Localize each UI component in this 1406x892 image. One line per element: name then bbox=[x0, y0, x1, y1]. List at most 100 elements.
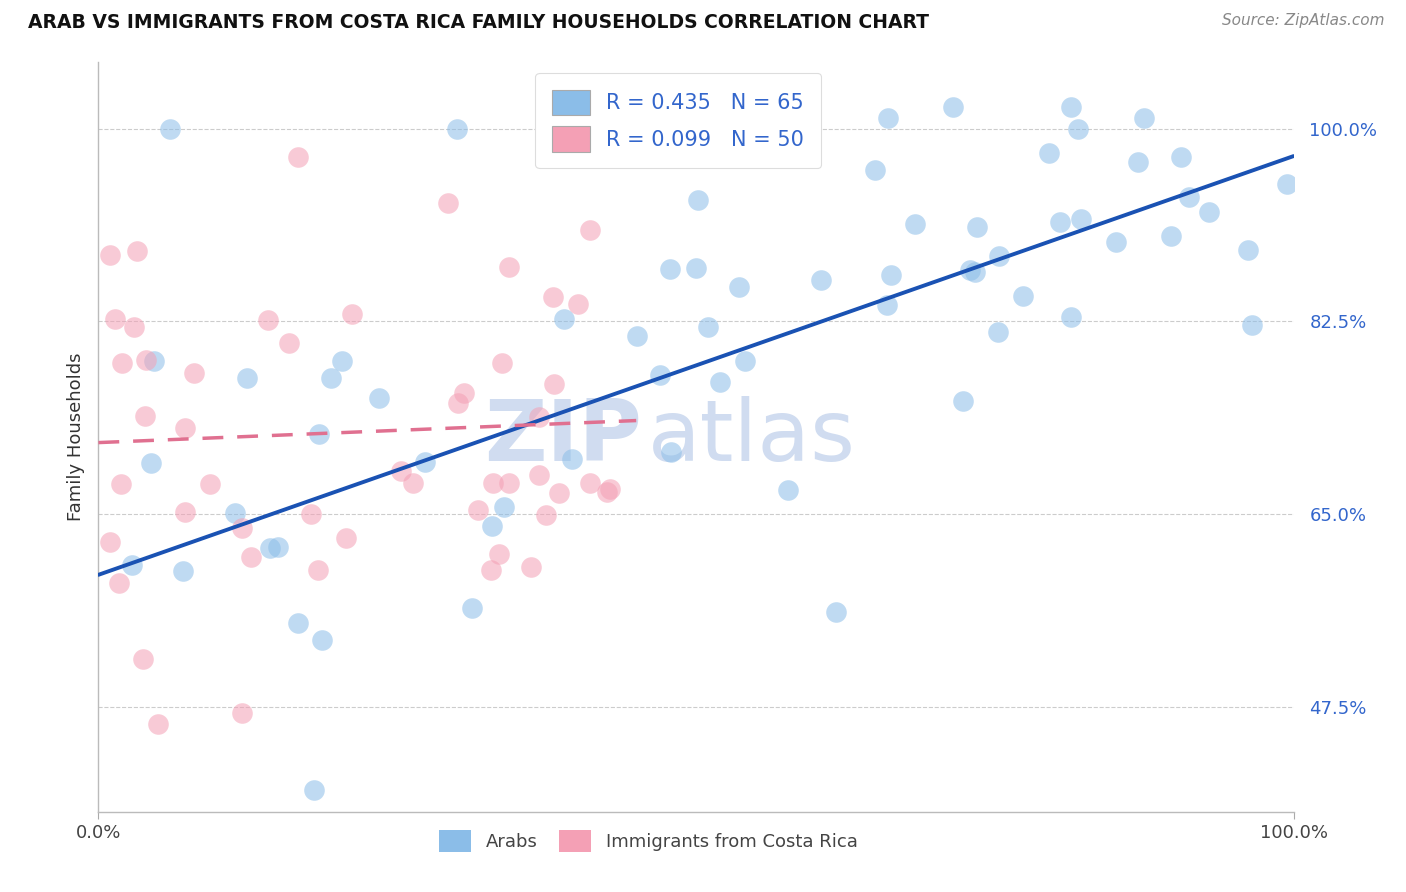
Point bbox=[198, 477, 221, 491]
Point bbox=[148, 716, 170, 731]
Point bbox=[104, 312, 127, 326]
Point bbox=[1070, 212, 1092, 227]
Point bbox=[330, 353, 353, 368]
Point bbox=[287, 150, 309, 164]
Point bbox=[319, 371, 342, 385]
Text: Source: ZipAtlas.com: Source: ZipAtlas.com bbox=[1222, 13, 1385, 29]
Point bbox=[578, 476, 600, 491]
Point bbox=[987, 325, 1010, 339]
Point bbox=[810, 273, 832, 287]
Point bbox=[287, 616, 309, 631]
Point bbox=[685, 260, 707, 275]
Point bbox=[1170, 150, 1192, 164]
Point bbox=[174, 421, 197, 435]
Point bbox=[1105, 235, 1128, 250]
Point bbox=[125, 244, 148, 259]
Point bbox=[709, 375, 731, 389]
Point bbox=[959, 263, 981, 277]
Point bbox=[98, 248, 122, 262]
Point bbox=[876, 298, 898, 312]
Point bbox=[311, 633, 333, 648]
Point bbox=[335, 531, 357, 545]
Point bbox=[880, 268, 903, 282]
Point bbox=[520, 559, 543, 574]
Point bbox=[579, 222, 602, 236]
Point bbox=[1011, 289, 1033, 303]
Point bbox=[727, 280, 749, 294]
Point bbox=[367, 391, 389, 405]
Point bbox=[547, 485, 569, 500]
Point bbox=[561, 451, 583, 466]
Point bbox=[688, 193, 710, 207]
Text: atlas: atlas bbox=[648, 395, 856, 479]
Point bbox=[488, 547, 510, 561]
Point bbox=[467, 502, 489, 516]
Point bbox=[534, 508, 557, 523]
Point bbox=[302, 782, 325, 797]
Point bbox=[697, 320, 720, 334]
Point bbox=[231, 521, 253, 535]
Point bbox=[491, 356, 513, 370]
Point bbox=[461, 600, 484, 615]
Point bbox=[965, 265, 987, 279]
Point bbox=[966, 220, 988, 235]
Point bbox=[1178, 190, 1201, 204]
Point bbox=[308, 427, 330, 442]
Point bbox=[135, 353, 157, 368]
Point bbox=[529, 410, 551, 425]
Point bbox=[942, 99, 965, 113]
Text: ZIP: ZIP bbox=[485, 395, 643, 479]
Point bbox=[599, 483, 621, 497]
Point bbox=[389, 464, 412, 478]
Point bbox=[1060, 310, 1083, 325]
Point bbox=[107, 575, 129, 590]
Point bbox=[239, 550, 262, 565]
Point bbox=[650, 368, 672, 382]
Point bbox=[1237, 243, 1260, 257]
Point bbox=[659, 445, 682, 459]
Point bbox=[121, 558, 143, 573]
Point bbox=[492, 500, 515, 514]
Point bbox=[567, 296, 589, 310]
Legend: Arabs, Immigrants from Costa Rica: Arabs, Immigrants from Costa Rica bbox=[432, 822, 865, 859]
Point bbox=[224, 506, 246, 520]
Point bbox=[110, 476, 132, 491]
Point bbox=[498, 260, 520, 275]
Point bbox=[596, 484, 619, 499]
Point bbox=[876, 111, 898, 125]
Point bbox=[543, 290, 565, 304]
Point bbox=[659, 261, 682, 276]
Point bbox=[988, 249, 1011, 263]
Point bbox=[1049, 215, 1071, 229]
Point bbox=[231, 706, 253, 720]
Point bbox=[543, 376, 565, 391]
Text: ARAB VS IMMIGRANTS FROM COSTA RICA FAMILY HOUSEHOLDS CORRELATION CHART: ARAB VS IMMIGRANTS FROM COSTA RICA FAMIL… bbox=[28, 13, 929, 32]
Point bbox=[1060, 99, 1083, 113]
Point bbox=[479, 563, 502, 577]
Point bbox=[183, 366, 205, 380]
Point bbox=[776, 483, 799, 498]
Point bbox=[402, 475, 425, 490]
Point bbox=[259, 541, 281, 555]
Point bbox=[482, 475, 505, 490]
Point bbox=[447, 396, 470, 410]
Point bbox=[498, 476, 520, 491]
Point bbox=[100, 535, 122, 549]
Point bbox=[141, 456, 163, 470]
Point bbox=[863, 163, 886, 178]
Point bbox=[1128, 154, 1150, 169]
Point bbox=[277, 336, 299, 351]
Point bbox=[626, 329, 648, 343]
Point bbox=[952, 393, 974, 408]
Point bbox=[111, 357, 134, 371]
Point bbox=[134, 409, 156, 424]
Point bbox=[236, 370, 259, 384]
Point bbox=[481, 519, 503, 533]
Point bbox=[734, 353, 756, 368]
Point bbox=[1067, 121, 1090, 136]
Y-axis label: Family Households: Family Households bbox=[66, 353, 84, 521]
Point bbox=[1198, 205, 1220, 219]
Point bbox=[257, 313, 280, 327]
Point bbox=[340, 307, 363, 321]
Point bbox=[1160, 228, 1182, 243]
